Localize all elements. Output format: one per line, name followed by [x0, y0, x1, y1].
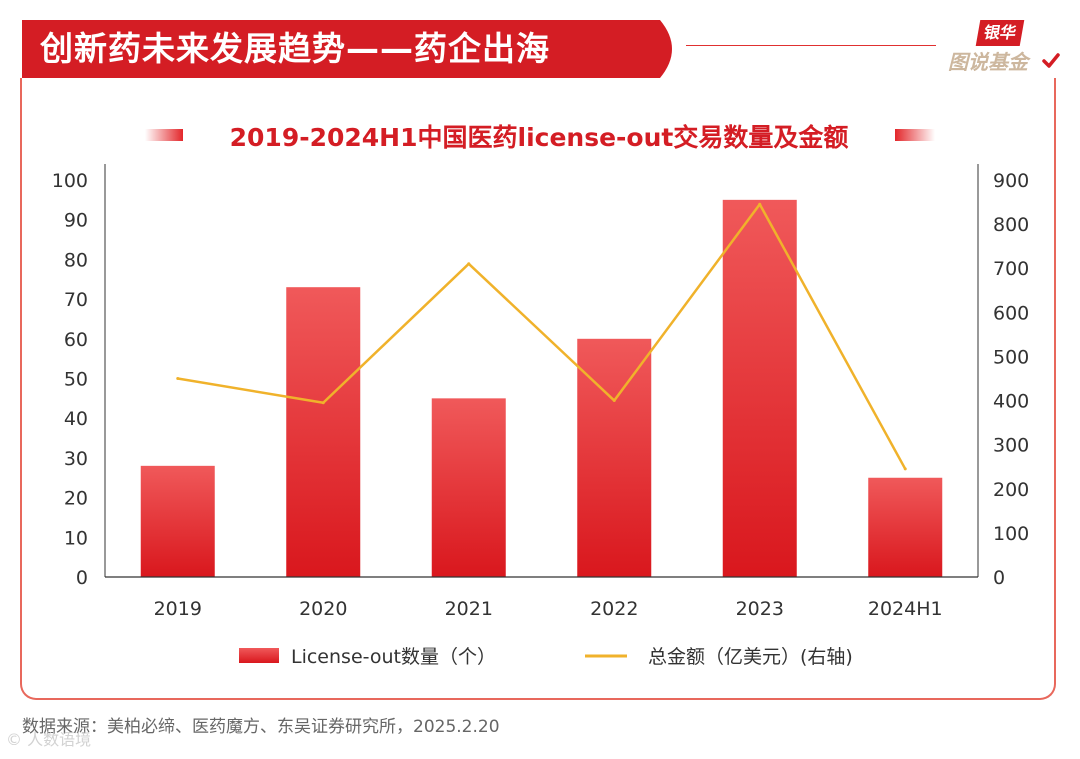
y-right-tick-label: 100	[993, 523, 1029, 545]
line-point	[612, 399, 616, 403]
y-left-tick-label: 80	[64, 249, 88, 271]
line-point	[321, 401, 325, 405]
bar	[868, 477, 943, 577]
y-left-tick-label: 70	[64, 289, 88, 311]
x-tick-label: 2019	[154, 598, 202, 620]
title-ornament-right	[895, 129, 935, 141]
bar	[140, 465, 215, 577]
y-right-tick-label: 300	[993, 435, 1029, 457]
line-point	[467, 262, 471, 266]
line-point	[903, 467, 907, 471]
line-series	[177, 203, 907, 470]
header-banner-shape	[22, 20, 672, 78]
y-left-tick-label: 100	[52, 170, 88, 192]
data-source: 数据来源：美柏必缔、医药魔方、东吴证券研究所，2025.2.20	[22, 717, 500, 737]
logo-bottom-text: 图说基金	[948, 50, 1028, 74]
y-left-tick-label: 50	[64, 369, 88, 391]
y-left-tick-label: 20	[64, 488, 88, 510]
header-divider	[686, 45, 936, 46]
check-icon	[1042, 53, 1060, 68]
header-banner: 创新药未来发展趋势——药企出海	[22, 20, 682, 78]
x-tick-label: 2022	[590, 598, 638, 620]
legend-bar-label: License-out数量（个）	[291, 646, 496, 668]
title-ornament-left	[145, 129, 183, 141]
y-right-tick-label: 400	[993, 391, 1029, 413]
chart-card	[20, 78, 1056, 700]
chart-title: 2019-2024H1中国医药license-out交易数量及金额	[230, 123, 849, 152]
y-left-tick-label: 10	[64, 527, 88, 549]
legend-bar-swatch	[239, 648, 279, 663]
y-left-tick-label: 40	[64, 408, 88, 430]
chart: 2019-2024H1中国医药license-out交易数量及金额 0 10 20 3…	[52, 123, 1030, 668]
brand-logo: 银华 图说基金	[944, 18, 1064, 76]
page-title: 创新药未来发展趋势——药企出海	[40, 29, 550, 68]
legend-line-label: 总金额（亿美元）(右轴)	[648, 646, 853, 668]
line-point	[758, 202, 762, 206]
y-left-tick-label: 30	[64, 448, 88, 470]
y-left-tick-label: 0	[76, 567, 88, 589]
line-point	[176, 377, 180, 380]
bar	[722, 199, 797, 577]
y-right-tick-label: 200	[993, 479, 1029, 501]
bar	[431, 398, 506, 577]
x-tick-label: 2021	[445, 598, 493, 620]
y-right-tick-label: 0	[993, 567, 1005, 589]
y-left-tick-label: 90	[64, 210, 88, 232]
x-tick-label: 2024H1	[868, 598, 943, 620]
y-right-tick-label: 900	[993, 170, 1029, 192]
y-left-tick-label: 60	[64, 329, 88, 351]
x-tick-label: 2020	[299, 598, 347, 620]
y-right-tick-label: 800	[993, 214, 1029, 236]
y-right-tick-label: 700	[993, 258, 1029, 280]
bar	[286, 287, 361, 577]
x-tick-label: 2023	[736, 598, 784, 620]
y-right-tick-label: 600	[993, 302, 1029, 324]
y-right-tick-label: 500	[993, 346, 1029, 368]
watermark: © 人数语境	[6, 730, 92, 749]
